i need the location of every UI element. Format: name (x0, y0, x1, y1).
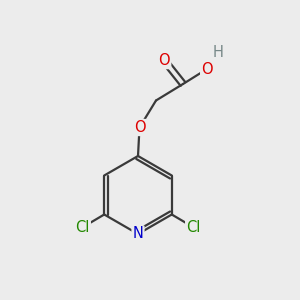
Text: Cl: Cl (75, 220, 90, 235)
Text: O: O (159, 53, 170, 68)
Text: O: O (201, 61, 213, 76)
Text: Cl: Cl (186, 220, 201, 235)
Text: O: O (134, 120, 145, 135)
Text: H: H (213, 45, 224, 60)
Text: N: N (133, 226, 143, 242)
